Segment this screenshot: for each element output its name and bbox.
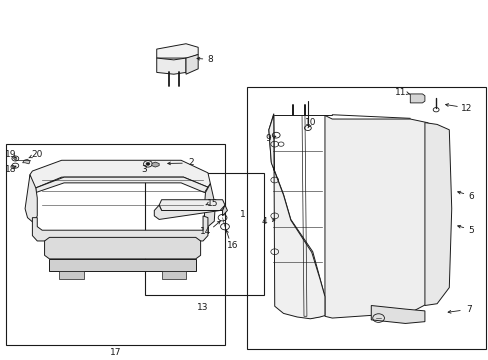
Polygon shape [157,44,198,58]
Text: 13: 13 [197,303,208,312]
Text: 2: 2 [188,158,193,167]
Text: 10: 10 [304,118,315,127]
Text: 15: 15 [206,199,218,208]
Polygon shape [25,175,37,223]
Polygon shape [268,114,327,318]
Polygon shape [424,123,451,306]
Polygon shape [268,115,325,319]
Text: 12: 12 [460,104,471,113]
Text: 20: 20 [32,150,43,159]
Polygon shape [409,94,424,103]
Text: 14: 14 [200,228,211,237]
Text: 6: 6 [468,192,473,201]
Text: 5: 5 [468,226,473,235]
Text: 19: 19 [5,150,16,159]
Text: 3: 3 [142,165,147,174]
Polygon shape [154,205,224,220]
Polygon shape [185,54,198,74]
Text: 7: 7 [465,305,471,314]
Text: 17: 17 [109,348,121,357]
Polygon shape [204,184,215,226]
Polygon shape [159,200,224,211]
Polygon shape [157,58,185,74]
Polygon shape [36,177,207,193]
Circle shape [146,162,150,165]
Polygon shape [222,205,227,216]
Polygon shape [161,271,185,279]
Text: 18: 18 [5,165,16,174]
Polygon shape [32,216,207,241]
Text: 11: 11 [394,87,406,96]
Polygon shape [325,116,439,318]
Text: 4: 4 [261,217,266,226]
Polygon shape [49,259,195,271]
Polygon shape [59,271,83,279]
Text: 1: 1 [240,210,245,219]
Text: 16: 16 [226,241,238,250]
Polygon shape [152,162,159,167]
Polygon shape [30,160,210,194]
Polygon shape [370,306,424,323]
Polygon shape [44,237,200,259]
Polygon shape [22,159,30,164]
Text: 8: 8 [207,55,213,64]
Text: 9: 9 [264,134,270,143]
